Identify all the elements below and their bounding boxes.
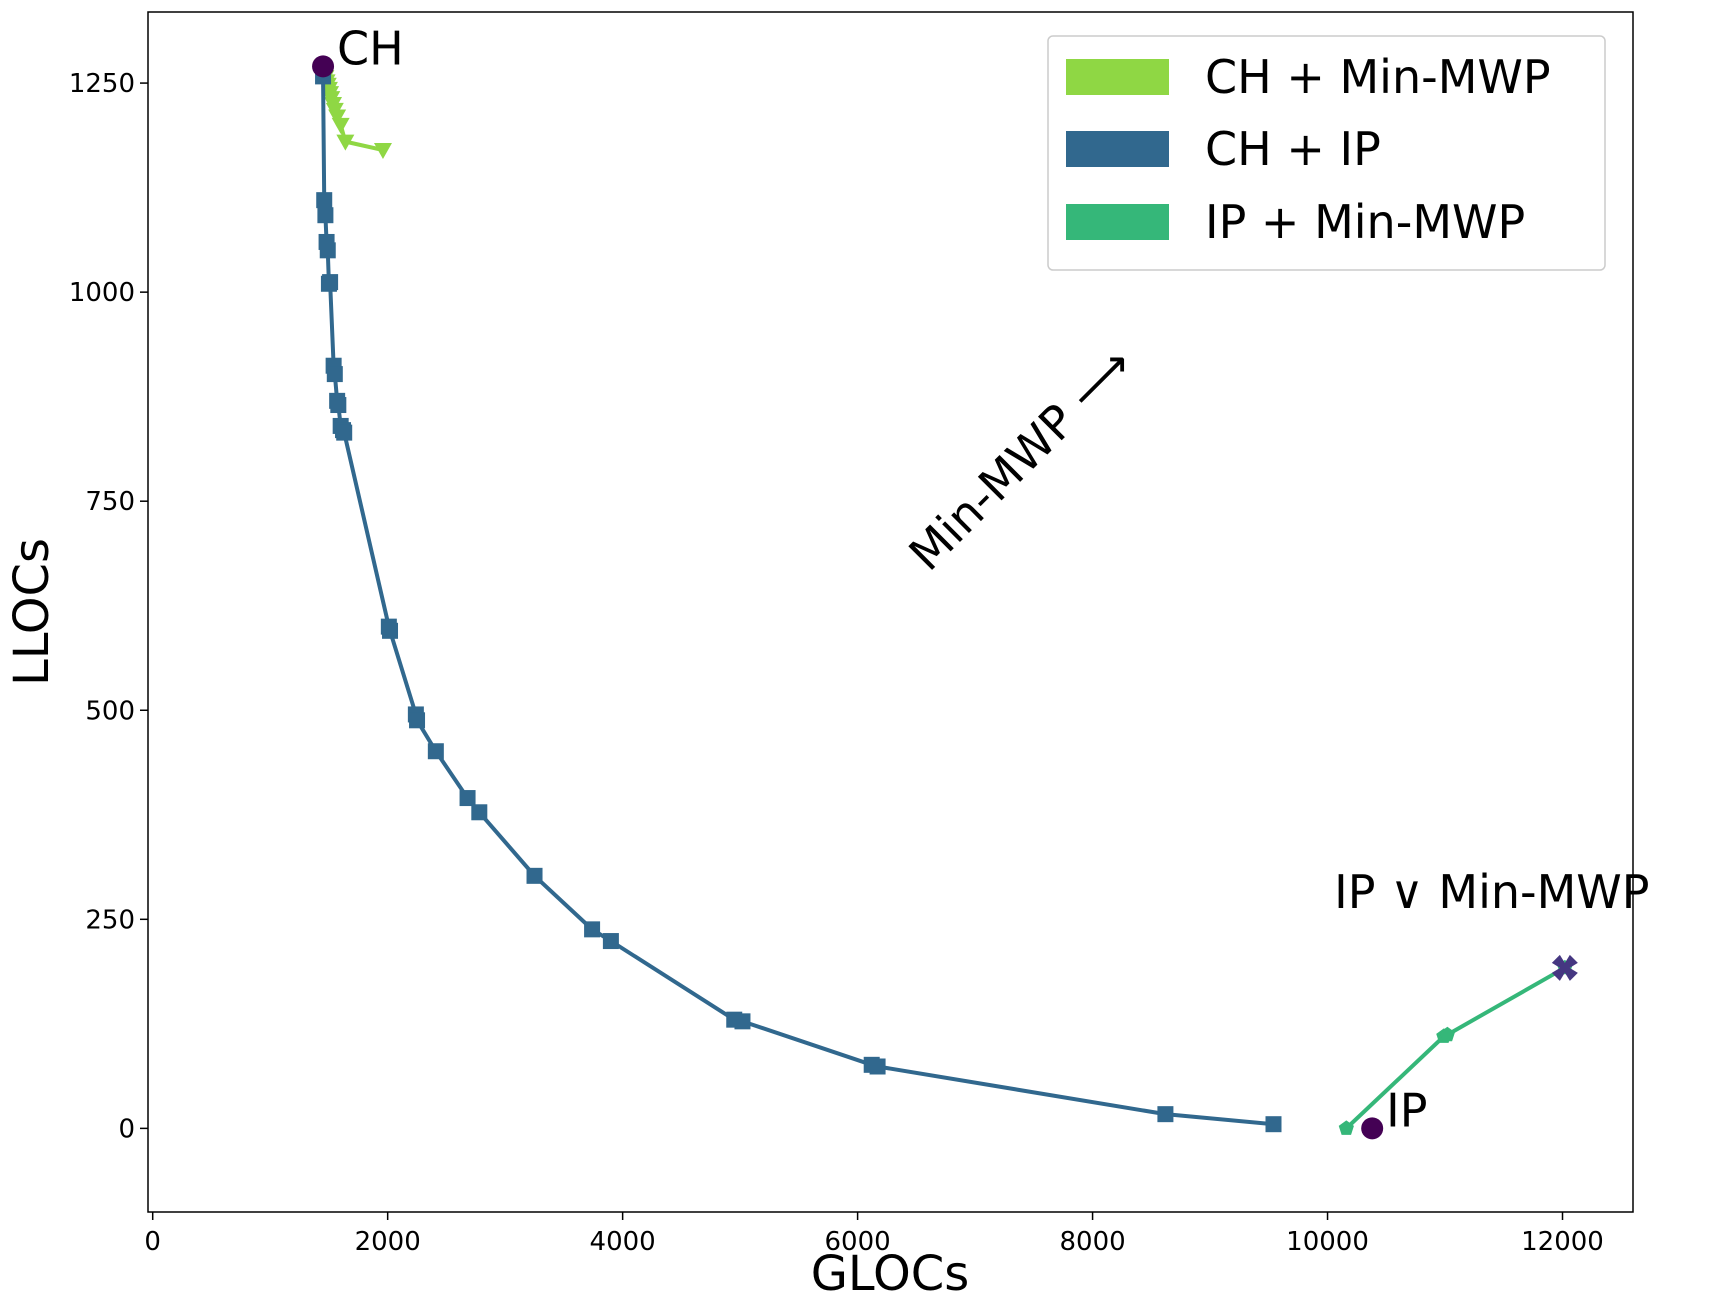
data-point-ch-ip [330, 397, 347, 414]
series-ch-ip [315, 68, 1282, 1133]
data-point-ch-ip [316, 192, 333, 209]
point-label-ch: CH [337, 21, 404, 75]
x-axis: 0 2000 4000 6000 8000 10000 12000 [144, 1212, 1604, 1257]
y-tick-label: 0 [118, 1114, 135, 1144]
data-point-ch-min-mwp [328, 109, 347, 126]
legend-label-ch-min-mwp: CH + Min-MWP [1205, 50, 1551, 104]
point-ip-min-mwp [1551, 954, 1578, 981]
data-point-ch-ip [326, 366, 343, 383]
data-point-ch-ip [869, 1058, 886, 1075]
data-point-ch-ip [526, 867, 543, 884]
data-point-ch-min-mwp [373, 142, 392, 159]
legend-swatch-ip-min-mwp [1066, 204, 1169, 240]
x-tick-label: 8000 [1059, 1227, 1125, 1257]
legend-label-ch-ip: CH + IP [1205, 122, 1381, 176]
data-point-ch-ip [734, 1013, 751, 1030]
y-axis: 0 250 500 750 1000 1250 [69, 69, 148, 1144]
data-point-ch-ip [409, 712, 426, 729]
data-point-ch-ip [584, 921, 601, 938]
x-tick-label: 10000 [1286, 1227, 1369, 1257]
data-point-ip-min-mwp [1439, 1026, 1455, 1042]
data-point-ch-ip [322, 274, 339, 291]
y-tick-label: 250 [85, 905, 135, 935]
y-axis-title: LLOCs [4, 538, 60, 686]
x-axis-title: GLOCs [811, 1246, 970, 1302]
legend-frame [1047, 35, 1606, 271]
x-tick-label: 12000 [1521, 1227, 1604, 1257]
y-tick-label: 500 [85, 696, 135, 726]
data-point-ch-ip [317, 207, 334, 224]
plot-frame [147, 11, 1634, 1213]
data-point-ch-ip [1157, 1106, 1174, 1123]
data-point-ch-ip [427, 743, 444, 760]
data-point-ch-ip [471, 804, 488, 821]
legend-label-ip-min-mwp: IP + Min-MWP [1205, 195, 1525, 249]
y-tick-label: 1000 [69, 278, 135, 308]
data-point-ch-ip [382, 622, 399, 639]
data-point-ch-ip [336, 424, 353, 441]
data-point-ip-min-mwp [1338, 1120, 1354, 1135]
legend-swatch-ch-min-mwp [1066, 59, 1169, 95]
point-label-ip-min-mwp: IP ∨ Min-MWP [1334, 865, 1649, 919]
x-tick-label: 6000 [825, 1227, 891, 1257]
data-point-ch-min-mwp [331, 117, 350, 134]
x-tick-label: 4000 [590, 1227, 656, 1257]
series-ip-min-mwp [1338, 959, 1573, 1135]
y-tick-label: 1250 [69, 69, 135, 99]
point-ch [312, 55, 335, 78]
data-point-ch-ip [319, 242, 336, 259]
point-ip [1361, 1117, 1384, 1140]
data-point-ch-ip [602, 933, 619, 950]
data-point-ch-ip [459, 790, 476, 807]
data-point-ch-ip [1265, 1116, 1282, 1133]
data-point-ch-min-mwp [336, 134, 355, 151]
legend-swatch-ch-ip [1066, 131, 1169, 167]
y-tick-label: 750 [85, 487, 135, 517]
x-tick-label: 0 [144, 1227, 161, 1257]
legend: CH + Min-MWP CH + IP IP + Min-MWP [1047, 35, 1606, 271]
point-layer: CH IP IP ∨ Min-MWP [312, 21, 1650, 1140]
point-label-ip: IP [1386, 1083, 1427, 1137]
x-tick-label: 2000 [355, 1227, 421, 1257]
